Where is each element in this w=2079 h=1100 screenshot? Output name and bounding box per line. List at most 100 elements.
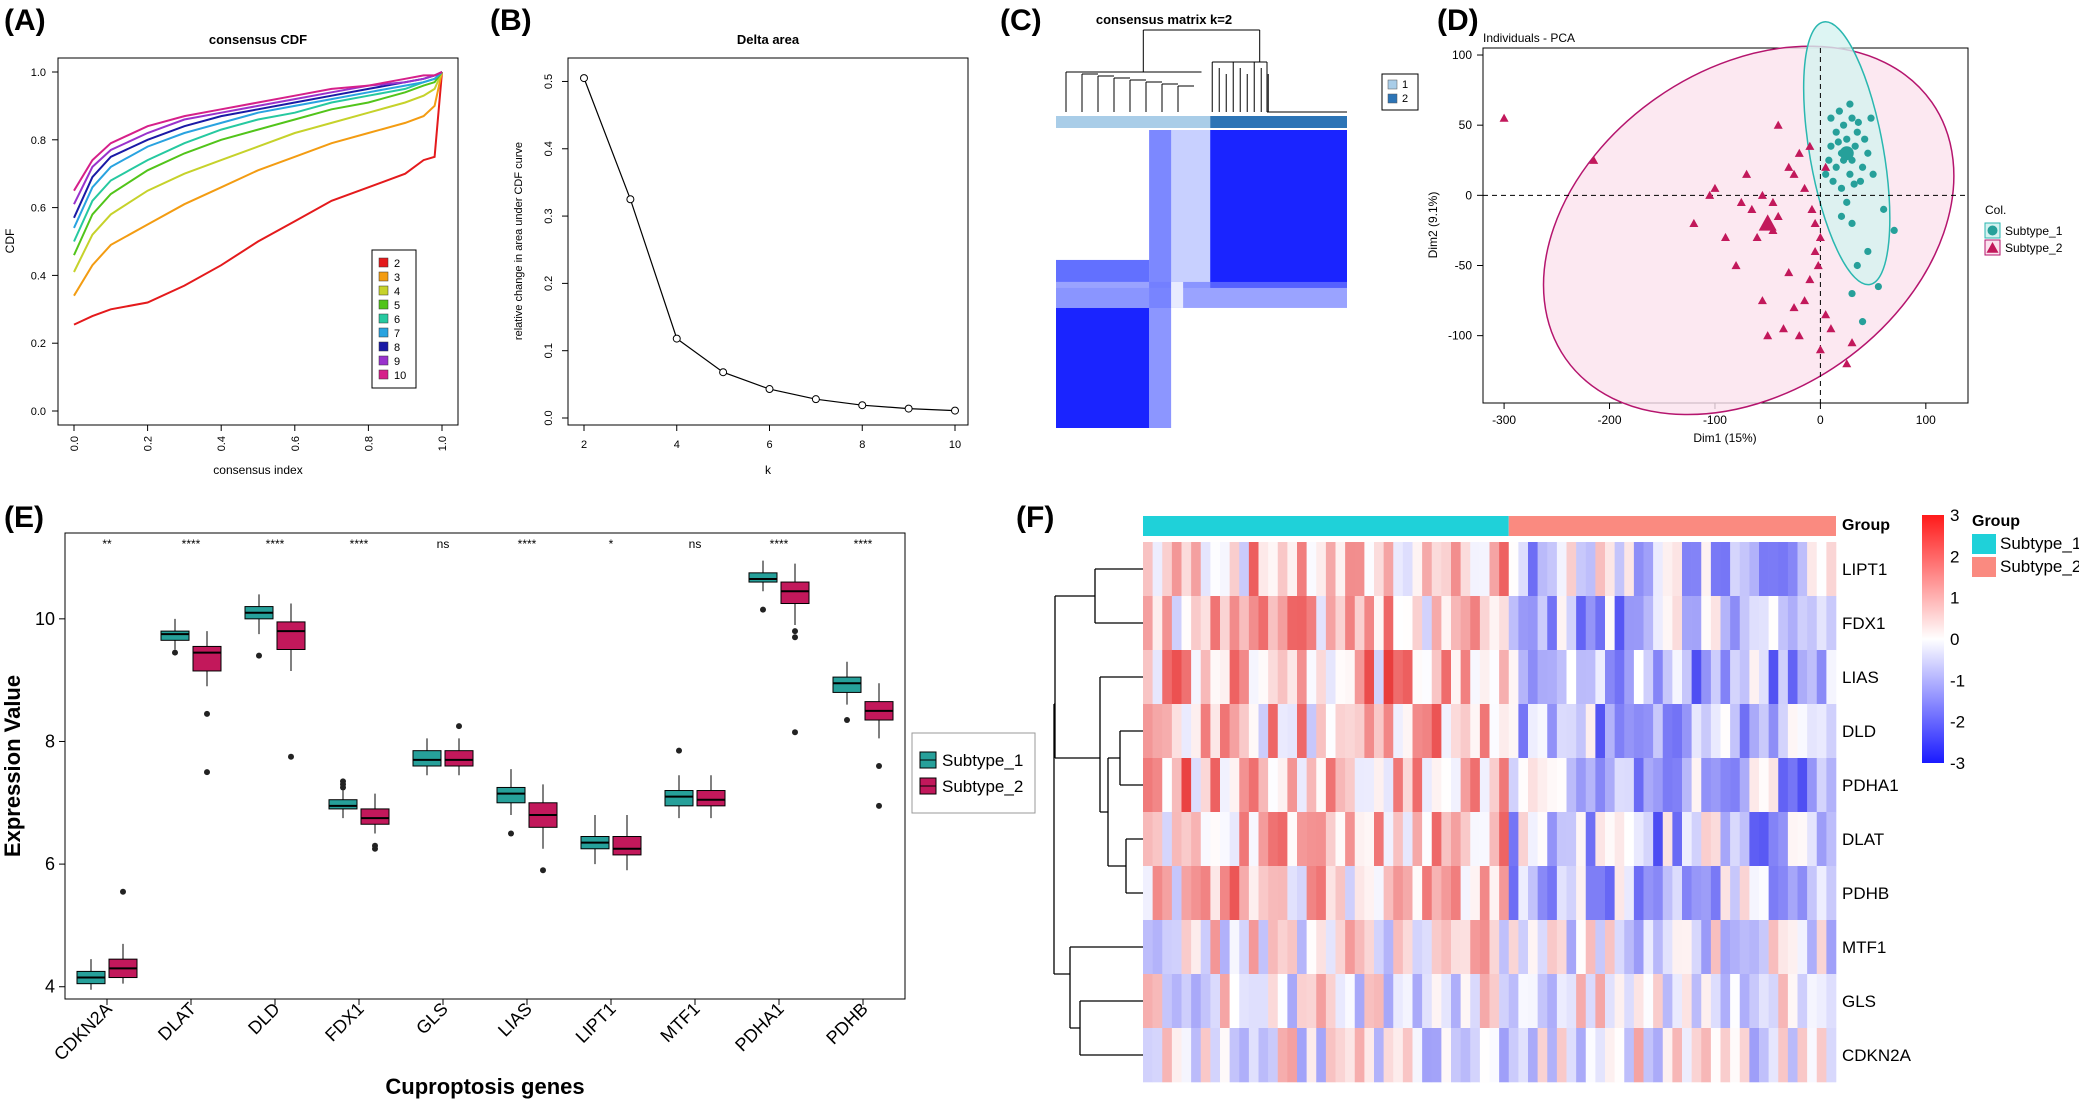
panel-d-point-subtype2: [1736, 197, 1746, 206]
panel-d-point-subtype1: [1843, 135, 1851, 143]
panel-d-point-subtype1: [1848, 219, 1856, 227]
panel-f-heatmap-cell: [1354, 704, 1365, 759]
panel-f-heatmap-cell: [1489, 758, 1500, 813]
panel-f-heatmap-cell: [1460, 704, 1471, 759]
panel-f-heatmap-cell: [1547, 596, 1558, 651]
panel-e-box: [328, 799, 358, 810]
panel-f-heatmap-cell: [1460, 758, 1471, 813]
panel-f-heatmap-cell: [1229, 1028, 1240, 1083]
panel-f-heatmap-cell: [1739, 866, 1750, 921]
panel-f-heatmap-cell: [1807, 1028, 1818, 1083]
panel-b-xtick-label: 2: [581, 439, 587, 451]
panel-e-box: [276, 621, 306, 651]
panel-f-heatmap-cell: [1143, 866, 1153, 921]
panel-f-heatmap-cell: [1576, 650, 1587, 705]
panel-d-point-subtype1: [1837, 184, 1846, 192]
panel-f-heatmap-cell: [1585, 1028, 1596, 1083]
panel-f-heatmap-cell: [1268, 758, 1279, 813]
panel-b-point: [858, 401, 867, 410]
panel-f-heatmap-cell: [1508, 758, 1519, 813]
panel-f-heatmap-cell: [1239, 866, 1250, 921]
panel-f-heatmap-cell: [1479, 758, 1490, 813]
panel-e-box: [444, 750, 474, 767]
panel-a-ylabel: CDF: [3, 229, 17, 254]
panel-f-heatmap-cell: [1816, 974, 1827, 1029]
panel-f-heatmap-cell: [1749, 758, 1760, 813]
panel-f-heatmap-cell: [1537, 920, 1548, 975]
panel-f-heatmap-cell: [1171, 1028, 1182, 1083]
panel-d-point-subtype1: [1827, 114, 1835, 122]
panel-f-heatmap-cell: [1701, 596, 1712, 651]
panel-d-xtick-label: -200: [1598, 413, 1622, 427]
panel-f-heatmap-cell: [1402, 596, 1413, 651]
panel-f-heatmap-cell: [1778, 758, 1789, 813]
panel-f-heatmap-cell: [1152, 920, 1163, 975]
panel-a-legend-swatch: [378, 299, 389, 310]
panel-f-heatmap-cell: [1383, 650, 1394, 705]
panel-a-legend-label: 9: [394, 356, 400, 368]
panel-f-heatmap-cell: [1566, 866, 1577, 921]
panel-f-heatmap-cell: [1200, 650, 1211, 705]
panel-d-point-subtype2: [1826, 324, 1836, 333]
panel-f-heatmap-cell: [1364, 542, 1375, 597]
panel-f-heatmap-cell: [1653, 650, 1664, 705]
panel-f-heatmap-cell: [1258, 596, 1269, 651]
panel-f-heatmap-cell: [1797, 758, 1808, 813]
panel-f-heatmap-cell: [1374, 920, 1384, 975]
panel-c-legend-label-1: 1: [1402, 79, 1408, 91]
panel-f-heatmap-cell: [1191, 650, 1202, 705]
panel-f-heatmap-cell: [1605, 866, 1615, 921]
panel-d-centroid-subtype1: [1839, 146, 1854, 161]
panel-f-heatmap-cell: [1210, 650, 1221, 705]
panel-f-heatmap-cell: [1826, 542, 1837, 597]
panel-d-legend-marker-2: [1986, 242, 1999, 253]
panel-f-heatmap-cell: [1701, 650, 1712, 705]
panel-b-xtick-label: 8: [859, 439, 865, 451]
panel-f-heatmap-cell: [1152, 596, 1163, 651]
panel-f-heatmap-cell: [1749, 704, 1760, 759]
panel-f-heatmap-cell: [1508, 866, 1519, 921]
panel-f-heatmap-cell: [1354, 1028, 1365, 1083]
panel-f-heatmap-cell: [1383, 812, 1394, 867]
panel-f-heatmap-cell: [1749, 974, 1760, 1029]
panel-f-heatmap-cell: [1547, 650, 1558, 705]
panel-f-heatmap-cell: [1297, 704, 1307, 759]
panel-f-heatmap-cell: [1191, 920, 1202, 975]
panel-f-legend-swatch-1: [1972, 534, 1996, 554]
panel-f-colorbar-tick: 0: [1950, 630, 1959, 649]
panel-f-heatmap-cell: [1662, 596, 1673, 651]
panel-b-ytick-label: 0.2: [543, 276, 555, 291]
panel-f-heatmap-cell: [1710, 596, 1721, 651]
panel-f-heatmap-cell: [1595, 866, 1606, 921]
panel-f-heatmap-cell: [1759, 812, 1769, 867]
panel-f-heatmap-cell: [1662, 920, 1673, 975]
panel-f-heatmap-cell: [1528, 812, 1538, 867]
panel-f-row-label: DLD: [1842, 722, 1876, 741]
panel-f-heatmap-cell: [1268, 866, 1279, 921]
panel-f-heatmap-cell: [1556, 974, 1567, 1029]
panel-f-heatmap-cell: [1605, 812, 1615, 867]
panel-d-point-subtype2: [1731, 260, 1741, 270]
panel-d-point-subtype1: [1848, 114, 1856, 122]
panel-f-heatmap-cell: [1710, 812, 1721, 867]
panel-f-heatmap-cell: [1489, 704, 1500, 759]
panel-f-heatmap-cell: [1451, 758, 1461, 813]
panel-d-point-subtype1: [1835, 107, 1843, 115]
panel-f-heatmap-cell: [1374, 812, 1384, 867]
panel-f-heatmap-cell: [1556, 704, 1567, 759]
panel-f-heatmap-cell: [1412, 704, 1423, 759]
panel-f-heatmap-cell: [1547, 542, 1558, 597]
panel-f-heatmap-cell: [1528, 704, 1538, 759]
panel-f-heatmap-cell: [1229, 650, 1240, 705]
panel-f-row-label: PDHA1: [1842, 776, 1899, 795]
panel-d-point-subtype1: [1834, 138, 1842, 146]
panel-f-heatmap-cell: [1191, 866, 1202, 921]
panel-e-legend-box: [911, 732, 1036, 814]
panel-e-legend-label: Subtype_2: [942, 777, 1023, 796]
panel-f-heatmap-cell: [1518, 1028, 1529, 1083]
panel-f-heatmap-cell: [1624, 974, 1635, 1029]
panel-d-point-subtype1: [1846, 170, 1854, 178]
panel-f-heatmap-cell: [1181, 704, 1192, 759]
panel-f-heatmap-cell: [1287, 974, 1298, 1029]
panel-f-heatmap-cell: [1345, 974, 1356, 1029]
